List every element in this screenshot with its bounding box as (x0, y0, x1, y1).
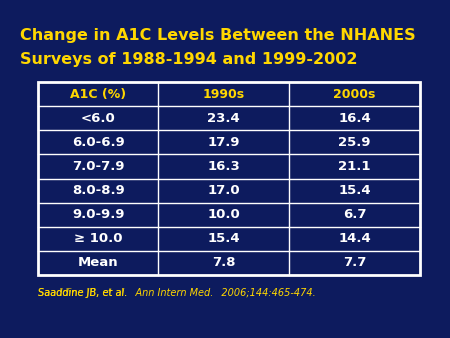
Text: 23.4: 23.4 (207, 112, 240, 125)
Text: <6.0: <6.0 (81, 112, 116, 125)
Text: 17.0: 17.0 (207, 184, 240, 197)
Text: 6.7: 6.7 (343, 208, 366, 221)
Text: 15.4: 15.4 (207, 232, 240, 245)
Text: 21.1: 21.1 (338, 160, 371, 173)
Text: 2000s: 2000s (333, 88, 376, 101)
Text: 8.0-8.9: 8.0-8.9 (72, 184, 125, 197)
Text: Mean: Mean (78, 257, 118, 269)
Text: A1C (%): A1C (%) (70, 88, 126, 101)
Text: ≥ 10.0: ≥ 10.0 (74, 232, 122, 245)
Text: 16.4: 16.4 (338, 112, 371, 125)
Text: 16.3: 16.3 (207, 160, 240, 173)
Text: 14.4: 14.4 (338, 232, 371, 245)
Text: 10.0: 10.0 (207, 208, 240, 221)
Text: Surveys of 1988-1994 and 1999-2002: Surveys of 1988-1994 and 1999-2002 (20, 52, 357, 67)
Text: Saaddine JB, et al.  Ann Intern Med.  2006;144:465-474.: Saaddine JB, et al. Ann Intern Med. 2006… (38, 288, 316, 298)
Text: Saaddine JB, et al.: Saaddine JB, et al. (38, 288, 130, 298)
Text: 7.8: 7.8 (212, 257, 235, 269)
Bar (38, 82, 420, 275)
Text: Change in A1C Levels Between the NHANES: Change in A1C Levels Between the NHANES (20, 28, 416, 43)
Text: 6.0-6.9: 6.0-6.9 (72, 136, 125, 149)
Text: 7.7: 7.7 (343, 257, 366, 269)
Text: 9.0-9.9: 9.0-9.9 (72, 208, 124, 221)
Text: 1990s: 1990s (202, 88, 245, 101)
Text: 15.4: 15.4 (338, 184, 371, 197)
Text: 17.9: 17.9 (207, 136, 240, 149)
Text: 25.9: 25.9 (338, 136, 371, 149)
Text: 7.0-7.9: 7.0-7.9 (72, 160, 124, 173)
